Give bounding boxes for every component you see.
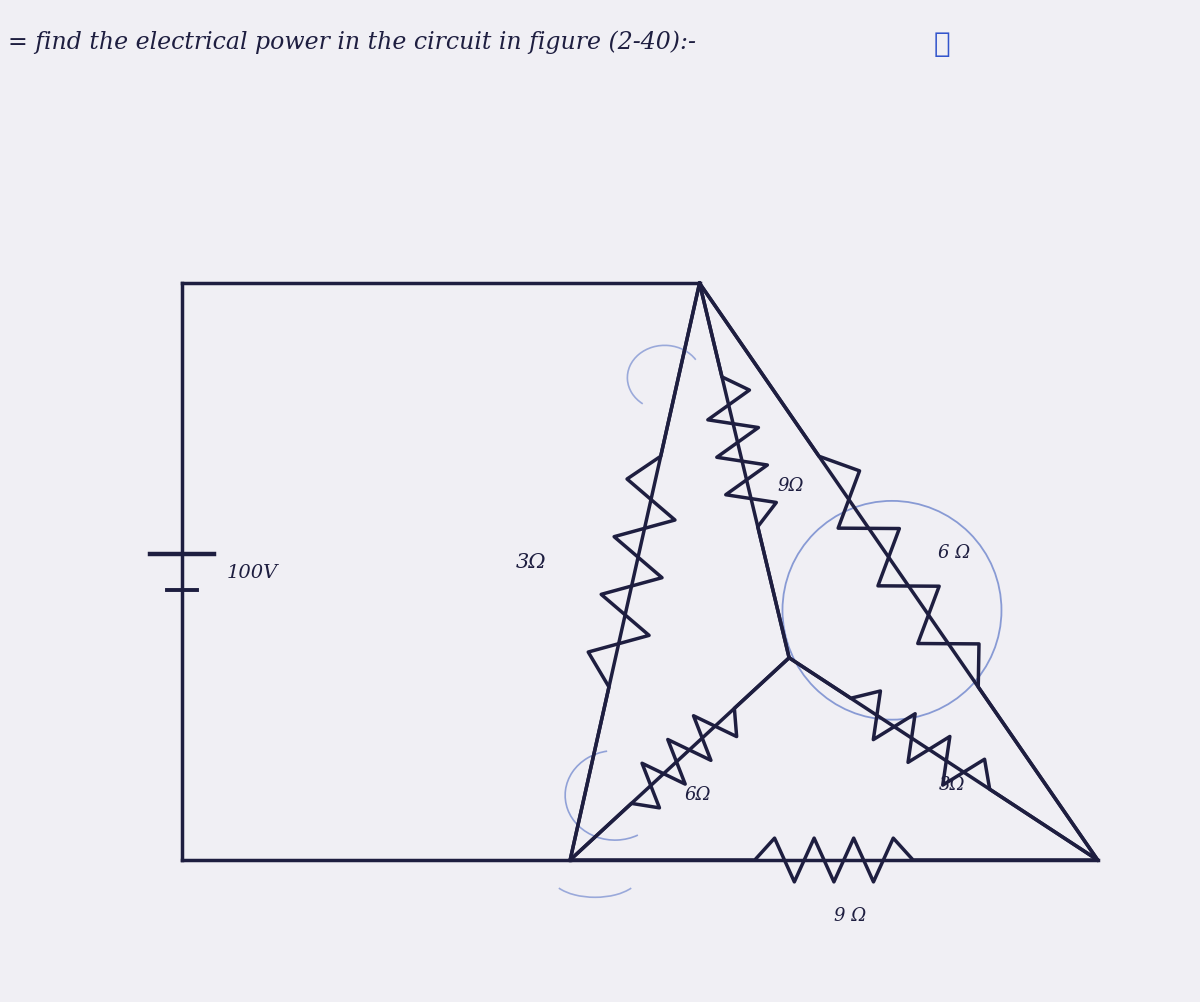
Text: 6 Ω: 6 Ω — [938, 543, 971, 561]
Text: 100V: 100V — [227, 563, 278, 581]
Text: 3Ω: 3Ω — [515, 553, 546, 571]
Text: 3Ω: 3Ω — [938, 775, 965, 793]
Text: 9 Ω: 9 Ω — [834, 906, 866, 924]
Text: 9Ω: 9Ω — [778, 477, 804, 495]
Text: 6Ω: 6Ω — [685, 785, 710, 803]
Text: ✕: ✕ — [934, 31, 950, 57]
Text: = find the electrical power in the circuit in figure (2-40):-: = find the electrical power in the circu… — [7, 31, 696, 54]
